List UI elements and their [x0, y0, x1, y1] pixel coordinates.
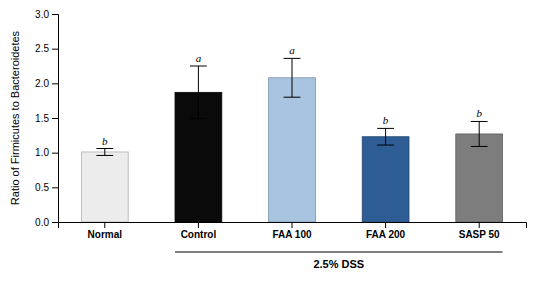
- x-tick-label: SASP 50: [459, 229, 500, 240]
- x-axis: Normal Control FAA 100 FAA 200 SASP 50: [59, 222, 527, 240]
- bar: [81, 152, 128, 222]
- x-axis-line: [59, 223, 527, 229]
- bar: [456, 134, 503, 222]
- x-tick-label: Normal: [88, 229, 123, 240]
- significance-labels: b a a b b: [102, 44, 482, 146]
- y-tick-mark: [52, 153, 58, 154]
- y-tick: 2.5: [35, 43, 58, 54]
- x-tick-label: FAA 200: [366, 229, 406, 240]
- x-tick-mark: [198, 222, 199, 228]
- bar: [362, 137, 409, 222]
- x-tick-label: Control: [181, 229, 217, 240]
- x-tick: Control: [181, 222, 217, 240]
- y-tick-label: 2.5: [35, 43, 49, 54]
- plot-area: 0.0 0.5 1.0 1.5 2.0 2.5 3.0 Normal Control FAA 10…: [35, 9, 526, 270]
- significance-label: a: [196, 52, 202, 64]
- error-bar: [284, 58, 301, 97]
- y-tick: 2.0: [35, 78, 58, 89]
- x-tick: FAA 200: [366, 222, 406, 240]
- y-axis: 0.0 0.5 1.0 1.5 2.0 2.5 3.0: [35, 9, 58, 228]
- significance-label: b: [476, 107, 482, 119]
- error-bar: [190, 66, 207, 119]
- y-tick-mark: [52, 222, 58, 223]
- x-tick-mark: [479, 222, 480, 228]
- x-tick: FAA 100: [272, 222, 312, 240]
- y-axis-line: [52, 15, 59, 223]
- y-tick-label: 0.0: [35, 217, 49, 228]
- significance-label: b: [383, 114, 389, 126]
- y-tick: 1.0: [35, 147, 58, 158]
- x-tick-mark: [385, 222, 386, 228]
- y-tick: 3.0: [35, 9, 58, 20]
- significance-label: a: [289, 44, 295, 56]
- y-tick-mark: [52, 118, 58, 119]
- y-tick: 0.0: [35, 217, 58, 228]
- span-line: [175, 252, 503, 253]
- y-axis-title: Ratio of Firmicutes to Bacteroidetes: [9, 30, 21, 205]
- y-tick-label: 3.0: [35, 9, 49, 20]
- y-tick-label: 1.0: [35, 147, 49, 158]
- y-tick-mark: [52, 187, 58, 188]
- x-tick-mark: [292, 222, 293, 228]
- y-tick-label: 0.5: [35, 182, 49, 193]
- marks: [81, 58, 502, 222]
- y-tick-label: 2.0: [35, 78, 49, 89]
- y-tick-mark: [52, 83, 58, 84]
- y-tick: 0.5: [35, 182, 58, 193]
- x-tick: Normal: [88, 222, 123, 240]
- span-label: 2.5% DSS: [313, 258, 364, 270]
- x-tick-label: FAA 100: [272, 229, 312, 240]
- y-tick-label: 1.5: [35, 113, 49, 124]
- x-tick: SASP 50: [459, 222, 500, 240]
- x-tick-mark: [104, 222, 105, 228]
- y-tick: 1.5: [35, 113, 58, 124]
- significance-label: b: [102, 135, 108, 147]
- bar: [269, 78, 316, 222]
- error-bar: [377, 128, 394, 145]
- y-tick-mark: [52, 49, 58, 50]
- error-bar: [471, 121, 488, 146]
- error-bar: [96, 149, 113, 156]
- chart: 0.0 0.5 1.0 1.5 2.0 2.5 3.0 Normal Control FAA 10…: [0, 0, 541, 284]
- y-tick-mark: [52, 14, 58, 15]
- span-annotation: 2.5% DSS: [175, 252, 503, 270]
